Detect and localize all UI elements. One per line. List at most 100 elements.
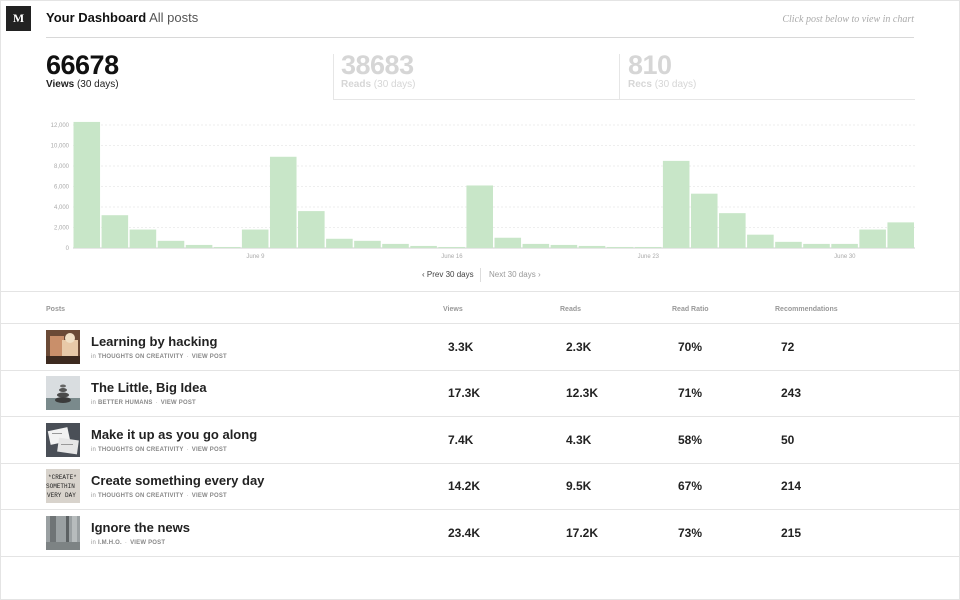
chart-bar[interactable] — [157, 240, 185, 248]
post-meta: in THOUGHTS ON CREATIVITY · VIEW POST — [91, 447, 227, 453]
chart-bar[interactable] — [326, 238, 353, 248]
chart-bar[interactable] — [522, 243, 550, 248]
chart-bar[interactable] — [690, 193, 718, 248]
meta-separator: · — [186, 354, 189, 360]
stat-recs-box — [619, 54, 915, 100]
chart-bar[interactable] — [634, 246, 662, 248]
chart-bar[interactable] — [859, 229, 886, 248]
medium-logo[interactable]: M — [6, 6, 31, 31]
views-chart[interactable]: 0 2,000 4,000 6,000 8,000 10,000 12,000 June 9 J… — [40, 118, 920, 268]
table-row[interactable]: Learning by hacking in THOUGHTS ON CREATI… — [0, 324, 960, 371]
post-thumbnail[interactable]: *CREATE* SOMETHIN VERY DAY — [46, 469, 80, 504]
stat-recs[interactable]: 810 Recs (30 days) — [628, 50, 696, 90]
post-read-ratio: 70% — [678, 340, 703, 354]
column-header-recommendations: Recommendations — [775, 306, 838, 313]
chart-bar[interactable] — [494, 237, 522, 248]
x-tick-label: June 30 — [834, 254, 856, 260]
chart-bar[interactable] — [438, 246, 465, 248]
chart-bar[interactable] — [578, 245, 606, 248]
chart-bar[interactable] — [298, 211, 325, 248]
chart-hint: Click post below to view in chart — [782, 14, 914, 25]
post-in-label: in — [91, 493, 97, 500]
chart-bar[interactable] — [213, 246, 241, 248]
post-publication[interactable]: THOUGHTS ON CREATIVITY — [97, 354, 184, 360]
table-row[interactable]: Make it up as you go along in THOUGHTS ON… — [0, 417, 960, 464]
x-tick-label: June 9 — [246, 254, 265, 260]
table-header-divider — [0, 323, 960, 324]
post-title[interactable]: Learning by hacking — [91, 334, 218, 349]
y-tick-label: 10,000 — [51, 144, 70, 150]
chart-bar[interactable] — [185, 244, 213, 248]
post-read-ratio: 73% — [678, 525, 703, 540]
post-recommendations: 214 — [781, 479, 802, 494]
post-thumbnail[interactable] — [46, 515, 80, 550]
stat-reads[interactable]: 38683 Reads (30 days) — [341, 50, 415, 90]
table-row[interactable]: *CREATE* SOMETHIN VERY DAY Create something… — [0, 463, 960, 511]
next-30-days-link[interactable]: Next 30 days › — [489, 270, 541, 279]
post-meta: in BETTER HUMANS · VIEW POST — [91, 400, 196, 406]
y-tick-label: 2,000 — [54, 226, 70, 232]
chart-bar[interactable] — [775, 241, 802, 248]
stat-reads-label: Reads (30 days) — [341, 79, 416, 90]
post-meta: in THOUGHTS ON CREATIVITY · VIEW POST — [91, 354, 227, 360]
post-reads: 9.5K — [566, 479, 592, 494]
chart-bar[interactable] — [662, 160, 690, 248]
chart-bar[interactable] — [129, 229, 157, 248]
post-views: 3.3K — [448, 340, 474, 354]
stat-reads-box — [333, 54, 620, 100]
chart-bar[interactable] — [803, 243, 830, 248]
chart-bar[interactable] — [101, 215, 129, 248]
post-meta: in I.M.H.O. · VIEW POST — [91, 540, 165, 546]
view-post-link[interactable]: VIEW POST — [130, 539, 166, 546]
chart-bar[interactable] — [354, 240, 381, 248]
post-recommendations: 215 — [781, 525, 802, 540]
post-title[interactable]: Ignore the news — [91, 519, 190, 535]
post-thumbnail[interactable] — [46, 376, 80, 411]
table-row[interactable]: The Little, Big Idea in BETTER HUMANS · VIE… — [0, 370, 960, 418]
chart-bar[interactable] — [410, 245, 437, 248]
chart-bar[interactable] — [550, 244, 578, 248]
svg-text:VERY DAY: VERY DAY — [47, 492, 76, 499]
chart-bar[interactable] — [606, 246, 634, 248]
meta-separator: · — [186, 446, 189, 453]
y-tick-label: 8,000 — [54, 164, 70, 170]
chart-bar[interactable] — [269, 156, 297, 248]
post-reads: 2.3K — [566, 340, 592, 354]
post-publication[interactable]: THOUGHTS ON CREATIVITY — [97, 446, 184, 453]
column-header-posts: Posts — [46, 306, 66, 313]
post-title[interactable]: The Little, Big Idea — [91, 380, 207, 396]
prev-30-days-link[interactable]: ‹ Prev 30 days — [422, 270, 474, 279]
column-header-views: Views — [443, 306, 463, 313]
chart-bar[interactable] — [466, 185, 493, 248]
post-title[interactable]: Create something every day — [91, 473, 265, 489]
post-publication[interactable]: I.M.H.O. — [97, 539, 122, 546]
y-tick-label: 12,000 — [51, 123, 70, 129]
chevron-right-icon: › — [537, 270, 541, 279]
chart-bar[interactable] — [887, 222, 914, 248]
pager-divider — [480, 268, 481, 282]
chart-bar[interactable] — [241, 229, 269, 248]
table-row[interactable]: Ignore the news in I.M.H.O. · VIEW POST 23.4… — [0, 510, 960, 557]
post-publication[interactable]: THOUGHTS ON CREATIVITY — [97, 493, 184, 500]
chart-bar[interactable] — [719, 213, 746, 248]
view-post-link[interactable]: VIEW POST — [160, 400, 196, 407]
post-in-label: in — [91, 354, 97, 360]
section-divider — [0, 291, 960, 292]
header-divider — [46, 37, 914, 38]
stat-views[interactable]: 66678 Views (30 days) — [46, 50, 119, 90]
chart-bar[interactable] — [831, 243, 858, 248]
post-in-label: in — [91, 400, 97, 407]
chart-bar[interactable] — [73, 121, 101, 248]
post-views: 23.4K — [448, 525, 481, 540]
post-title[interactable]: Make it up as you go along — [91, 426, 258, 442]
post-thumbnail[interactable] — [46, 422, 80, 457]
post-publication[interactable]: BETTER HUMANS — [97, 400, 153, 407]
view-post-link[interactable]: VIEW POST — [191, 446, 227, 453]
view-post-link[interactable]: VIEW POST — [191, 354, 227, 360]
post-in-label: in — [91, 539, 97, 546]
view-post-link[interactable]: VIEW POST — [191, 493, 227, 500]
chart-bar[interactable] — [382, 243, 409, 248]
svg-text:SOMETHIN: SOMETHIN — [46, 483, 75, 490]
chart-bar[interactable] — [747, 234, 774, 248]
post-thumbnail[interactable] — [46, 330, 80, 364]
